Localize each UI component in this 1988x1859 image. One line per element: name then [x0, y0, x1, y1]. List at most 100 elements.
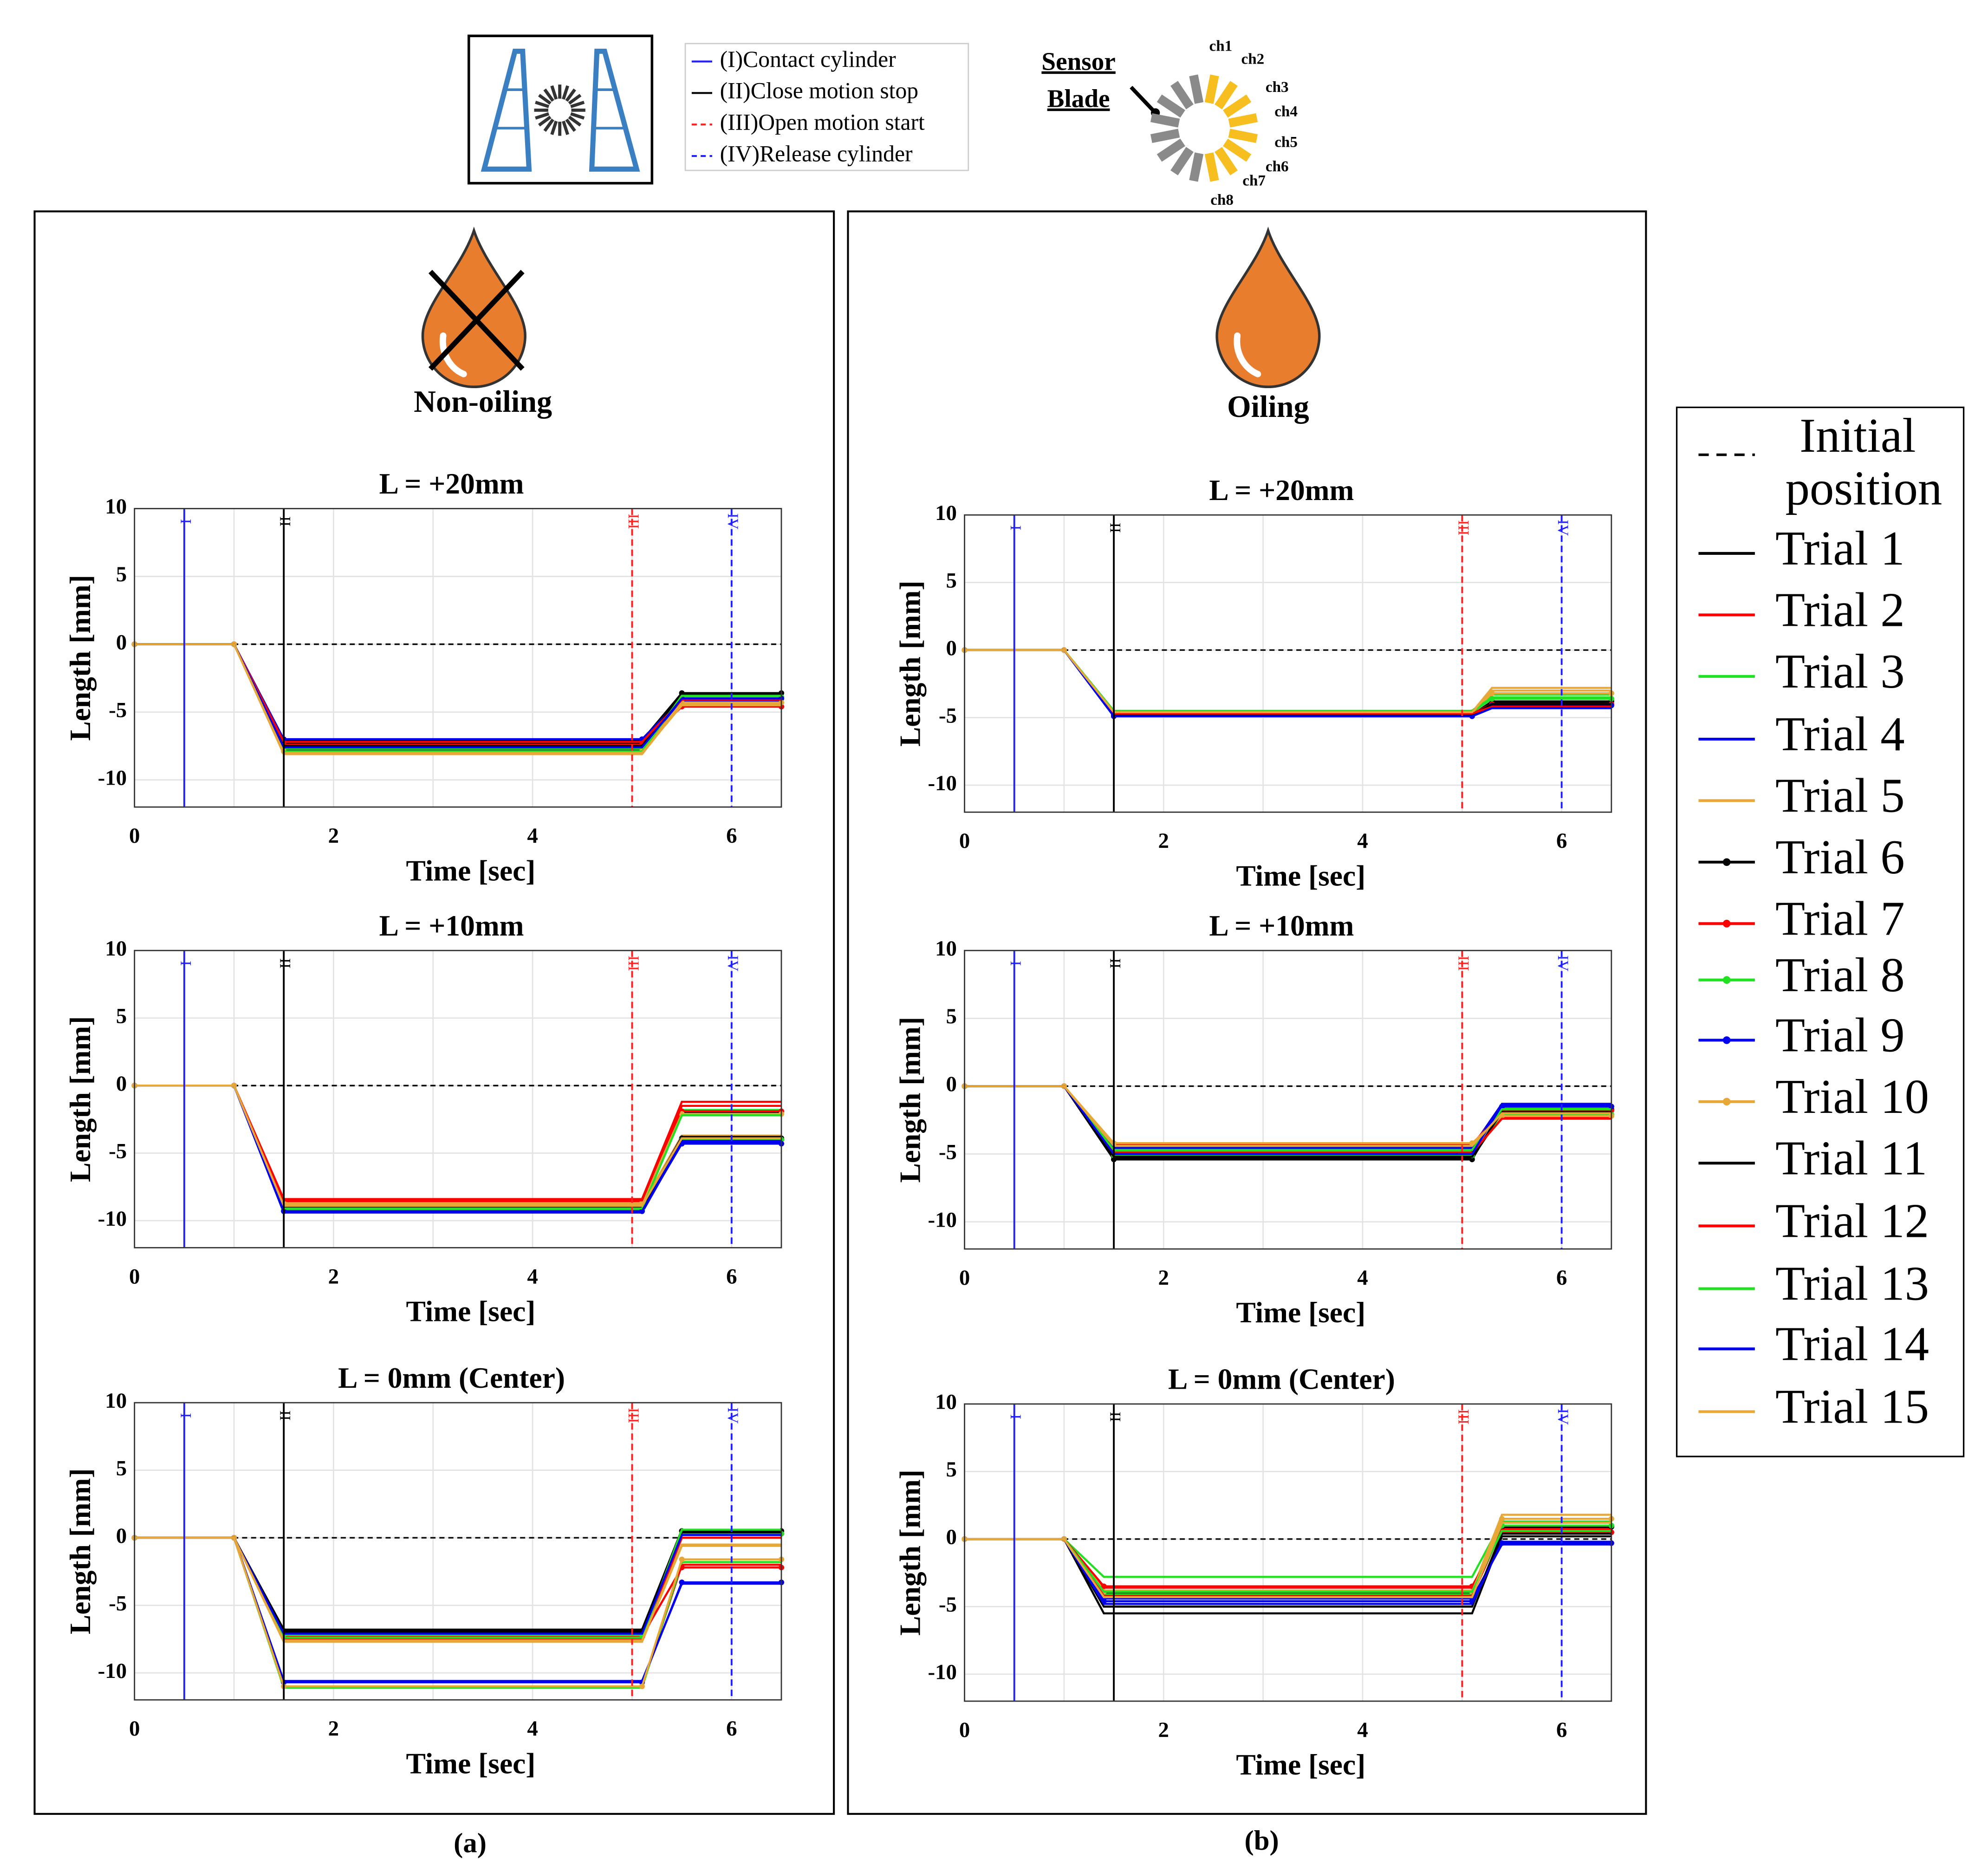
y-tick-label: 10	[935, 936, 957, 961]
sensor-label: Sensor	[1041, 47, 1115, 76]
plot-frame	[964, 949, 1612, 1250]
condition-label: Oiling	[1227, 390, 1309, 424]
legend-label: Initial position	[1785, 409, 1942, 515]
series-line	[964, 1085, 1611, 1147]
spoke	[550, 85, 558, 100]
y-tick-label: -5	[939, 1592, 957, 1617]
panel-caption: (a)	[454, 1828, 487, 1859]
event-label: II	[277, 516, 293, 526]
event-label: IV	[1554, 955, 1571, 971]
y-tick-label: 10	[935, 501, 957, 525]
y-tick-label: 5	[946, 568, 957, 592]
y-tick-label: -5	[939, 1140, 957, 1164]
trial-legend-box	[1676, 406, 1965, 1457]
x-tick-label: 0	[959, 1266, 970, 1290]
condition-label: Non-oiling	[414, 385, 552, 419]
gripper-icon	[468, 34, 654, 185]
legend-label: Trial 13	[1775, 1257, 1929, 1311]
legend-marker	[1722, 1098, 1731, 1106]
plot-frame	[134, 949, 782, 1248]
sensor-bar	[1189, 152, 1204, 182]
sensor-bar	[1215, 147, 1238, 176]
x-axis-label: Time [sec]	[1236, 859, 1365, 892]
y-tick-label: 5	[116, 1456, 127, 1480]
event-label: III	[625, 956, 642, 971]
x-tick-label: 4	[527, 1264, 538, 1288]
spoke	[562, 120, 570, 135]
y-tick-label: 10	[105, 936, 127, 961]
series-marker	[679, 1580, 685, 1586]
plot-area	[964, 515, 1611, 812]
y-tick-label: 10	[935, 1390, 957, 1414]
event-label: I	[177, 519, 194, 524]
event-legend-label: (IV)Release cylinder	[720, 141, 913, 166]
legend-label: Trial 1	[1775, 521, 1905, 575]
y-axis-label: Length [mm]	[894, 580, 927, 747]
plot-area	[964, 950, 1611, 1249]
x-tick-label: 4	[1357, 1266, 1368, 1290]
y-tick-label: 5	[116, 1004, 127, 1028]
legend-label: Trial 15	[1775, 1380, 1929, 1434]
x-tick-label: 4	[1357, 1718, 1368, 1742]
panel-box	[847, 210, 1647, 1815]
plot-area	[134, 1403, 782, 1700]
channel-label: ch3	[1266, 79, 1289, 96]
series-marker	[679, 1556, 685, 1562]
spoke	[543, 118, 554, 132]
channel-label: ch2	[1241, 51, 1265, 67]
x-tick-label: 6	[1556, 1718, 1567, 1742]
y-tick-label: -10	[98, 766, 127, 790]
event-label: I	[177, 961, 194, 966]
plot-frame	[134, 1402, 782, 1701]
spoke	[570, 112, 585, 120]
event-label: II	[1106, 958, 1123, 968]
channel-label: ch8	[1210, 192, 1234, 208]
chart-title: L = +10mm	[1209, 909, 1354, 942]
sensor-icon	[1130, 74, 1258, 182]
spoke	[550, 120, 558, 135]
legend-label: Trial 11	[1775, 1131, 1927, 1185]
x-tick-label: 0	[129, 824, 140, 848]
y-axis-label: Length [mm]	[64, 1016, 97, 1182]
panel-caption: (b)	[1245, 1825, 1279, 1856]
event-label: II	[1106, 1412, 1123, 1422]
chart-title: L = 0mm (Center)	[1168, 1363, 1395, 1396]
y-tick-label: -10	[928, 1208, 957, 1232]
event-label: IV	[1554, 520, 1571, 536]
event-label: I	[1007, 525, 1024, 530]
y-axis-label: Length [mm]	[894, 1469, 927, 1636]
plot-frame	[964, 1403, 1612, 1702]
y-axis-label: Length [mm]	[64, 575, 97, 741]
channel-label: ch4	[1274, 103, 1298, 120]
sensor-bar	[1228, 113, 1258, 128]
y-tick-label: 5	[946, 1457, 957, 1482]
legend-marker	[1722, 1036, 1731, 1044]
y-tick-label: -10	[928, 771, 957, 795]
spoke	[568, 94, 582, 105]
y-tick-label: -10	[98, 1207, 127, 1231]
event-legend-box	[684, 43, 969, 171]
event-label: I	[1007, 1414, 1024, 1419]
sensor-bar	[1150, 129, 1180, 143]
spoke	[570, 100, 585, 108]
channel-label: ch7	[1242, 172, 1266, 189]
y-tick-label: -10	[98, 1659, 127, 1683]
legend-label: Trial 12	[1775, 1194, 1929, 1248]
series-marker	[1101, 1583, 1107, 1589]
series-marker	[1469, 1157, 1475, 1163]
event-label: III	[1455, 520, 1472, 535]
gripper-spokes	[534, 84, 585, 136]
x-tick-label: 6	[726, 1264, 737, 1288]
sensor-bar	[1170, 81, 1194, 110]
y-tick-label: -5	[939, 703, 957, 728]
x-tick-label: 2	[1158, 1266, 1169, 1290]
channel-label: ch5	[1274, 134, 1298, 151]
y-tick-label: -5	[109, 1591, 127, 1615]
x-tick-label: 4	[1357, 829, 1368, 853]
event-label: IV	[724, 514, 741, 530]
event-legend-label: (I)Contact cylinder	[720, 46, 897, 72]
x-axis-label: Time [sec]	[406, 1747, 535, 1780]
legend-marker	[1722, 976, 1731, 984]
sensor-label: Blade	[1047, 84, 1110, 113]
